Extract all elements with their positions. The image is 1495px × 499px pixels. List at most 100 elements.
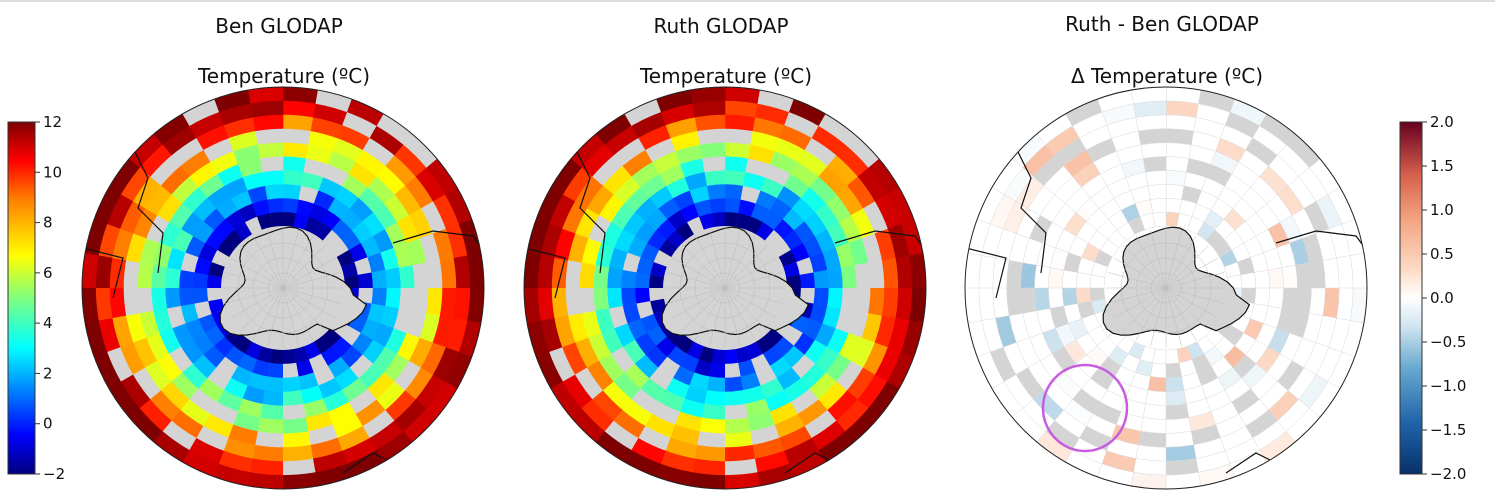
grid-cell	[640, 173, 667, 198]
grid-cell	[694, 199, 712, 217]
colorbar-temperature-tick-label: 4	[43, 314, 53, 332]
coastline	[524, 247, 566, 299]
grid-cell	[252, 444, 283, 462]
grid-cell	[1165, 183, 1185, 200]
grid-cell	[725, 87, 761, 104]
grid-cell	[814, 228, 837, 253]
grid-cell	[282, 472, 318, 489]
grid-cell	[458, 219, 482, 256]
grid-cell	[725, 142, 751, 159]
grid-cell	[385, 288, 402, 309]
grid-cell	[405, 176, 434, 209]
polar-map-ben	[82, 87, 484, 489]
grid-cell	[237, 353, 258, 373]
grid-cell	[376, 381, 406, 411]
grid-cell	[765, 389, 791, 413]
grid-cell	[223, 176, 248, 199]
grid-cell	[282, 444, 314, 462]
polar-map-ruth	[524, 87, 926, 489]
grid-cell	[620, 269, 637, 288]
grid-cell	[540, 317, 563, 353]
grid-cell	[181, 363, 208, 390]
grid-cell	[658, 197, 681, 220]
grid-cell	[337, 425, 370, 452]
grid-cell	[724, 390, 746, 407]
grid-cell	[214, 89, 251, 113]
grid-cell	[385, 390, 417, 422]
grid-cell	[420, 342, 447, 376]
grid-cell	[804, 212, 828, 237]
grid-cell	[656, 89, 693, 113]
grid-cell	[1165, 362, 1182, 379]
grid-cell	[524, 287, 541, 323]
grid-cell	[857, 374, 888, 409]
grid-cell	[260, 155, 284, 173]
grid-cell	[244, 216, 262, 235]
grid-cell	[574, 367, 603, 400]
grid-cell	[608, 247, 628, 270]
grid-cell	[1295, 262, 1313, 289]
grid-cell	[367, 252, 386, 273]
grid-cell	[248, 87, 284, 104]
grid-cell	[1281, 264, 1299, 289]
grid-cell	[406, 238, 427, 266]
grid-cell	[282, 376, 302, 393]
grid-cell	[1295, 287, 1313, 314]
grid-cell	[570, 133, 606, 168]
grid-cell	[341, 229, 362, 251]
coastline	[1225, 452, 1277, 474]
grid-cell	[587, 214, 612, 244]
grid-cell	[158, 221, 182, 248]
grid-cell	[809, 372, 837, 400]
grid-cell	[332, 137, 364, 163]
grid-cell	[600, 221, 624, 248]
grid-cell	[579, 262, 596, 288]
grid-cell	[415, 374, 446, 409]
parallel-line	[679, 242, 771, 334]
grid-cell	[444, 351, 473, 390]
grid-cell	[846, 367, 876, 400]
grid-cell	[622, 149, 653, 177]
grid-cell	[217, 163, 243, 187]
panel-title-ben: Ben GLODAP	[215, 14, 343, 38]
grid-cell	[192, 287, 209, 304]
grid-cell	[247, 185, 268, 204]
grid-cell	[636, 256, 654, 275]
grid-cell	[237, 157, 263, 178]
grid-cell	[109, 287, 127, 319]
grid-cell	[565, 259, 582, 288]
grid-cell	[203, 137, 234, 163]
grid-cell	[369, 125, 404, 156]
grid-cell	[574, 337, 600, 368]
grid-cell	[210, 150, 239, 175]
grid-cell	[868, 158, 900, 195]
grid-cell	[679, 398, 705, 418]
grid-cell	[699, 142, 726, 159]
grid-cell	[1047, 287, 1065, 309]
grid-cell	[362, 212, 386, 237]
grid-cell	[139, 144, 172, 177]
grid-cell	[106, 346, 134, 382]
grid-cell	[327, 150, 357, 175]
grid-cell	[334, 367, 359, 391]
colorbar-delta-tick-label: −2.0	[1430, 465, 1466, 483]
colorbar-temperature-bar	[7, 121, 36, 475]
grid-cell	[791, 354, 816, 379]
grid-cell	[153, 431, 190, 463]
grid-cell	[711, 349, 725, 365]
grid-cell	[1142, 155, 1167, 173]
grid-cell	[850, 208, 876, 239]
grid-cell	[398, 288, 415, 312]
grid-cell	[634, 287, 651, 304]
grid-cell	[84, 320, 108, 357]
grid-cell	[305, 144, 334, 165]
grid-cell	[696, 431, 725, 448]
grid-cell	[809, 303, 828, 324]
grid-cell	[783, 173, 811, 199]
grid-cell	[725, 211, 739, 227]
colorbar-delta-temperature: 2.0 1.5 1.0 0.5 0.0 −0.5 −1.0 −1.5 −2.0	[1399, 113, 1466, 483]
colorbar-delta-tick-label: 1.5	[1430, 157, 1454, 175]
grid-cell	[340, 208, 363, 231]
grid-cell	[207, 261, 225, 278]
grid-cell	[725, 183, 744, 200]
